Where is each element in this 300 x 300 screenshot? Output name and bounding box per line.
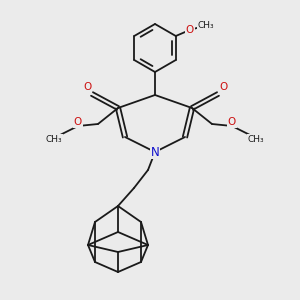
Text: O: O	[74, 117, 82, 127]
Text: CH₃: CH₃	[197, 22, 214, 31]
Text: O: O	[186, 25, 194, 35]
Text: CH₃: CH₃	[248, 134, 264, 143]
Text: O: O	[219, 82, 227, 92]
Text: CH₃: CH₃	[46, 134, 62, 143]
Text: N: N	[151, 146, 159, 158]
Text: O: O	[228, 117, 236, 127]
Text: O: O	[83, 82, 91, 92]
